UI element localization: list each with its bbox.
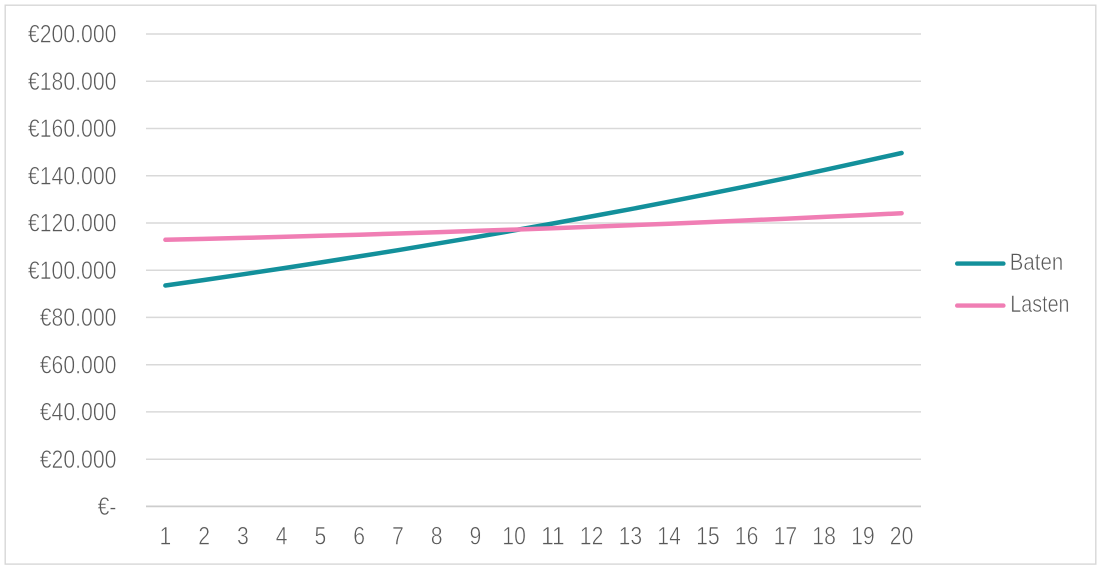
svg-text:6: 6 bbox=[353, 523, 365, 551]
svg-text:9: 9 bbox=[470, 523, 482, 551]
svg-text:10: 10 bbox=[502, 523, 526, 551]
svg-text:18: 18 bbox=[812, 523, 836, 551]
svg-text:€80.000: €80.000 bbox=[40, 304, 117, 332]
svg-text:€180.000: €180.000 bbox=[28, 68, 117, 96]
svg-text:€100.000: €100.000 bbox=[28, 257, 117, 285]
svg-text:19: 19 bbox=[851, 523, 875, 551]
svg-text:14: 14 bbox=[657, 523, 681, 551]
svg-text:16: 16 bbox=[735, 523, 759, 551]
svg-text:€140.000: €140.000 bbox=[28, 162, 117, 190]
svg-text:13: 13 bbox=[619, 523, 643, 551]
svg-text:Baten: Baten bbox=[1010, 249, 1063, 276]
svg-text:12: 12 bbox=[580, 523, 604, 551]
svg-text:Lasten: Lasten bbox=[1010, 291, 1069, 318]
svg-text:8: 8 bbox=[431, 523, 443, 551]
svg-text:€20.000: €20.000 bbox=[40, 446, 117, 474]
svg-text:17: 17 bbox=[774, 523, 798, 551]
svg-text:20: 20 bbox=[890, 523, 914, 551]
svg-text:€40.000: €40.000 bbox=[40, 399, 117, 427]
svg-text:€160.000: €160.000 bbox=[28, 115, 117, 143]
svg-text:€120.000: €120.000 bbox=[28, 210, 117, 238]
svg-text:€200.000: €200.000 bbox=[28, 21, 117, 49]
svg-text:€60.000: €60.000 bbox=[40, 351, 117, 379]
svg-text:2: 2 bbox=[198, 523, 210, 551]
svg-text:5: 5 bbox=[315, 523, 327, 551]
svg-text:7: 7 bbox=[392, 523, 404, 551]
svg-text:1: 1 bbox=[160, 523, 172, 551]
svg-text:3: 3 bbox=[237, 523, 249, 551]
svg-text:15: 15 bbox=[696, 523, 720, 551]
svg-text:€-: €- bbox=[98, 493, 117, 521]
svg-text:11: 11 bbox=[541, 523, 565, 551]
svg-text:4: 4 bbox=[276, 523, 288, 551]
